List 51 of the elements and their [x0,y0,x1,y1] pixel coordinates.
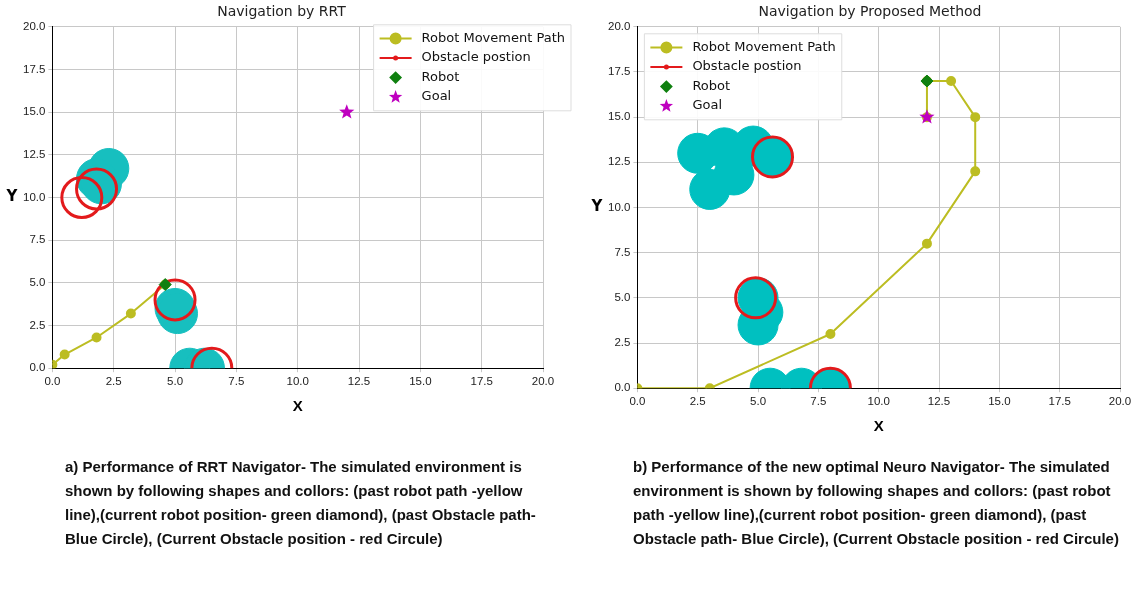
y-tick-label: 10.0 [22,190,46,203]
x-tick-label: 2.5 [105,375,122,388]
x-tick-label: 17.5 [470,375,493,388]
x-axis-title: X [292,397,303,415]
legend-label: Robot [421,68,460,84]
y-tick-label: 7.5 [29,233,46,246]
y-tick-label: 17.5 [607,65,631,78]
x-tick-label: 12.5 [347,375,371,388]
y-tick-label: 15.0 [607,110,631,123]
legend-label: Robot [692,77,731,93]
y-tick-label: 20.0 [607,19,631,32]
text: a) Performance of RRT Navigator- The simulated environment is shown by following shapes and collors: (past robot path -yellow line),(current robot position- green diamond), (past Obstacle path- Blue Circle), (Current Obstacle position - red Circule) [65,457,537,549]
x-tick-label: 15.0 [409,375,432,388]
legend-label: Obstacle postion [692,58,802,74]
chart-title: Navigation by Proposed Method [758,3,982,20]
y-tick-label: 2.5 [29,318,46,331]
y-tick-label: 17.5 [22,62,46,75]
legend-label: Robot Movement Path [692,38,836,54]
y-axis-title: Y [590,197,604,216]
y-tick-label: 2.5 [614,336,631,349]
y-axis-title: Y [5,187,19,206]
x-tick-label: 2.5 [689,395,706,408]
x-tick-label: 20.0 [531,375,555,388]
y-tick-label: 5.0 [614,291,631,304]
legend-label: Goal [421,88,452,104]
x-tick-label: 15.0 [988,395,1011,408]
x-tick-label: 20.0 [1108,395,1132,408]
y-tick-label: 5.0 [29,276,46,289]
legend-label: Obstacle postion [421,49,531,65]
x-tick-label: 12.5 [927,395,951,408]
y-tick-label: 20.0 [22,19,46,32]
text: b) Performance of the new optimal Neuro Navigator- The simulated environment is shown by following shapes and collors: (past robot path -yellow line),(current robot position- green diamond), (past Obstacle path- Blue Circle), (Current Obstacle position - red Circule) [633,457,1120,549]
x-axis-title: X [873,417,884,435]
y-tick-label: 15.0 [22,105,46,118]
chart-title: Navigation by RRT [217,3,347,20]
x-tick-label: 0.0 [629,395,646,408]
legend-label: Robot Movement Path [421,29,565,45]
y-tick-label: 10.0 [607,200,631,213]
x-tick-label: 7.5 [228,375,245,388]
y-tick-label: 12.5 [607,155,631,168]
x-tick-label: 0.0 [44,375,61,388]
x-tick-label: 5.0 [167,375,184,388]
y-tick-label: 0.0 [29,361,46,374]
x-tick-label: 5.0 [750,395,767,408]
x-tick-label: 7.5 [810,395,827,408]
y-tick-label: 7.5 [614,245,631,258]
x-tick-label: 10.0 [867,395,890,408]
x-tick-label: 10.0 [286,375,309,388]
legend-label: Goal [692,97,722,113]
y-tick-label: 12.5 [22,148,46,160]
x-tick-label: 17.5 [1048,395,1071,408]
